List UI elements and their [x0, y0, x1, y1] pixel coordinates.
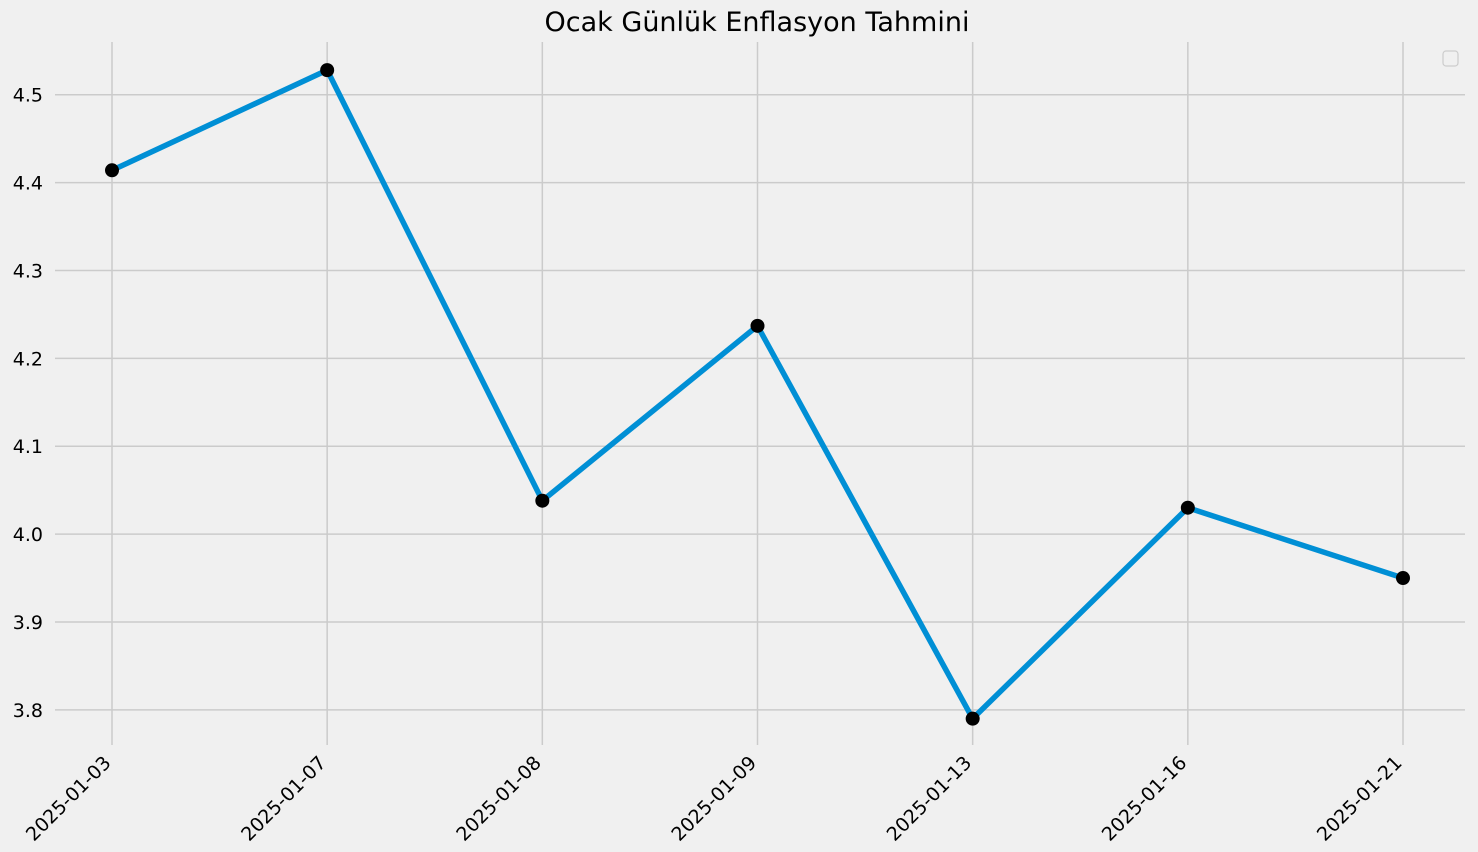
chart-title: Ocak Günlük Enflasyon Tahmini [545, 7, 970, 38]
y-tick-label: 4.4 [13, 173, 43, 195]
data-point-marker [105, 163, 119, 178]
data-point-marker [535, 493, 550, 508]
data-point-marker [320, 63, 335, 78]
data-point-marker [965, 711, 980, 726]
y-tick-label: 4.2 [13, 348, 43, 370]
data-point-marker [750, 318, 765, 333]
data-point-marker [1180, 500, 1195, 515]
y-tick-label: 3.9 [13, 612, 43, 634]
y-axis-ticks: 3.8 3.9 4.0 4.1 4.2 4.3 4.4 4.5 [13, 85, 43, 722]
series-layer [105, 63, 1410, 726]
y-tick-label: 4.1 [13, 436, 43, 458]
y-tick-label: 4.3 [13, 260, 43, 282]
legend-box [1442, 50, 1459, 67]
grid [55, 42, 1465, 745]
data-point-marker [1396, 571, 1410, 586]
y-tick-label: 4.5 [13, 85, 43, 107]
y-tick-label: 4.0 [13, 524, 43, 546]
y-tick-label: 3.8 [13, 700, 43, 722]
